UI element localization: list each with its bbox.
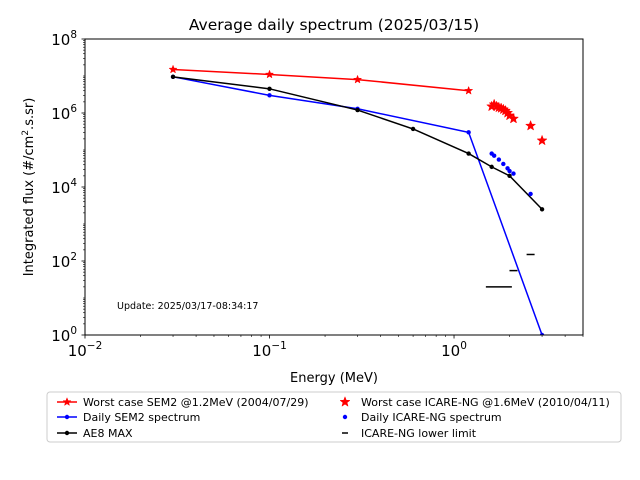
series-0-line (173, 68, 469, 92)
y-tick-exponent: 8 (70, 29, 77, 41)
series-4-point-3 (501, 161, 506, 167)
series-2 (170, 74, 545, 212)
series-0 (168, 64, 474, 95)
y-tick-label: 108 (51, 29, 77, 49)
y-axis-title-tail: .s.sr) (22, 98, 37, 130)
y-tick-label: 106 (51, 103, 77, 123)
y-axis-title-superscript: 2 (21, 130, 31, 136)
series-3-point-10 (524, 119, 537, 131)
series-1-point-1 (267, 93, 272, 98)
plot-area (168, 64, 548, 335)
legend: Worst case SEM2 @1.2MeV (2004/07/29) Dail… (46, 391, 622, 443)
series-0-point-1 (264, 69, 275, 79)
x-tick-exponent: −2 (87, 340, 102, 352)
x-axis: 10−2 10−1 100 (68, 335, 584, 360)
y-tick-base: 10 (51, 253, 70, 271)
axes-frame (84, 38, 584, 336)
y-tick-exponent: 6 (70, 103, 77, 115)
legend-entry-1: Daily SEM2 spectrum (57, 411, 200, 424)
x-tick-base: 10 (441, 342, 460, 360)
legend-marker (64, 414, 70, 420)
y-tick-exponent: 0 (70, 325, 77, 337)
legend-entry-2: AE8 MAX (57, 427, 133, 440)
chart-title: Average daily spectrum (2025/03/15) (189, 16, 479, 34)
x-tick-base: 10 (252, 342, 271, 360)
series-4-point-5 (507, 168, 512, 174)
x-tick-label: 100 (441, 340, 467, 360)
legend-entry-2-label: AE8 MAX (83, 427, 133, 440)
y-tick-base: 10 (51, 179, 70, 197)
y-tick-label: 104 (51, 177, 77, 197)
series-2-point-7 (539, 207, 545, 212)
legend-box (46, 391, 622, 443)
series-1-line (172, 76, 543, 335)
legend-entry-0-label: Worst case SEM2 @1.2MeV (2004/07/29) (83, 396, 308, 409)
series-1 (170, 74, 545, 335)
legend-entry-4-label: Daily ICARE-NG spectrum (361, 411, 502, 424)
x-tick-exponent: −1 (271, 340, 286, 352)
legend-entry-4: Daily ICARE-NG spectrum (342, 411, 502, 424)
legend-marker (339, 396, 351, 407)
y-tick-label: 102 (51, 251, 77, 271)
series-2-point-0 (170, 74, 176, 80)
y-tick-base: 10 (51, 327, 70, 345)
series-4-point-7 (528, 191, 533, 197)
legend-entry-0: Worst case SEM2 @1.2MeV (2004/07/29) (57, 396, 308, 409)
legend-marker (64, 430, 70, 436)
series-4 (489, 151, 533, 197)
series-2-line (172, 76, 543, 210)
series-2-point-6 (507, 173, 512, 179)
legend-entries: Worst case SEM2 @1.2MeV (2004/07/29) Dail… (57, 396, 610, 440)
series-4-point-6 (511, 171, 516, 176)
y-tick-base: 10 (51, 31, 70, 49)
series-4-point-1 (491, 153, 497, 158)
legend-entry-5-label: ICARE-NG lower limit (361, 427, 477, 440)
y-tick-base: 10 (51, 105, 70, 123)
x-axis-title: Energy (MeV) (290, 371, 378, 386)
legend-entry-3-label: Worst case ICARE-NG @1.6MeV (2010/04/11) (361, 396, 610, 409)
series-0-point-2 (352, 74, 363, 84)
update-annotation: Update: 2025/03/17-08:34:17 (117, 301, 258, 312)
series-2-point-4 (466, 151, 471, 156)
y-tick-exponent: 4 (70, 177, 77, 189)
y-tick-exponent: 2 (70, 251, 77, 263)
x-tick-label: 10−1 (252, 340, 287, 360)
series-2-point-1 (267, 86, 272, 92)
legend-entry-1-label: Daily SEM2 spectrum (83, 411, 200, 424)
series-5 (485, 253, 535, 288)
series-2-point-5 (489, 164, 494, 170)
y-tick-label: 100 (51, 325, 77, 345)
series-2-point-3 (410, 126, 416, 132)
x-tick-exponent: 0 (460, 340, 467, 352)
legend-marker (62, 397, 72, 406)
y-axis-title: Integrated flux (#/cm2.s.sr) (21, 98, 37, 277)
series-2-point-2 (355, 107, 360, 113)
x-tick-label: 10−2 (68, 340, 103, 360)
x-tick-base: 10 (68, 342, 87, 360)
series-1-point-4 (539, 332, 545, 335)
y-axis-title-main: Integrated flux (#/cm (22, 136, 37, 277)
series-3-point-9 (507, 112, 520, 124)
series-0-point-0 (168, 64, 178, 74)
series-0-point-3 (463, 85, 474, 95)
legend-entry-3: Worst case ICARE-NG @1.6MeV (2010/04/11) (339, 396, 610, 409)
legend-marker (342, 414, 348, 420)
series-3-point-11 (536, 134, 548, 146)
legend-entry-5: ICARE-NG lower limit (342, 427, 477, 440)
series-1-point-3 (466, 130, 471, 135)
series-4-point-2 (496, 157, 502, 162)
series-3 (486, 98, 548, 146)
